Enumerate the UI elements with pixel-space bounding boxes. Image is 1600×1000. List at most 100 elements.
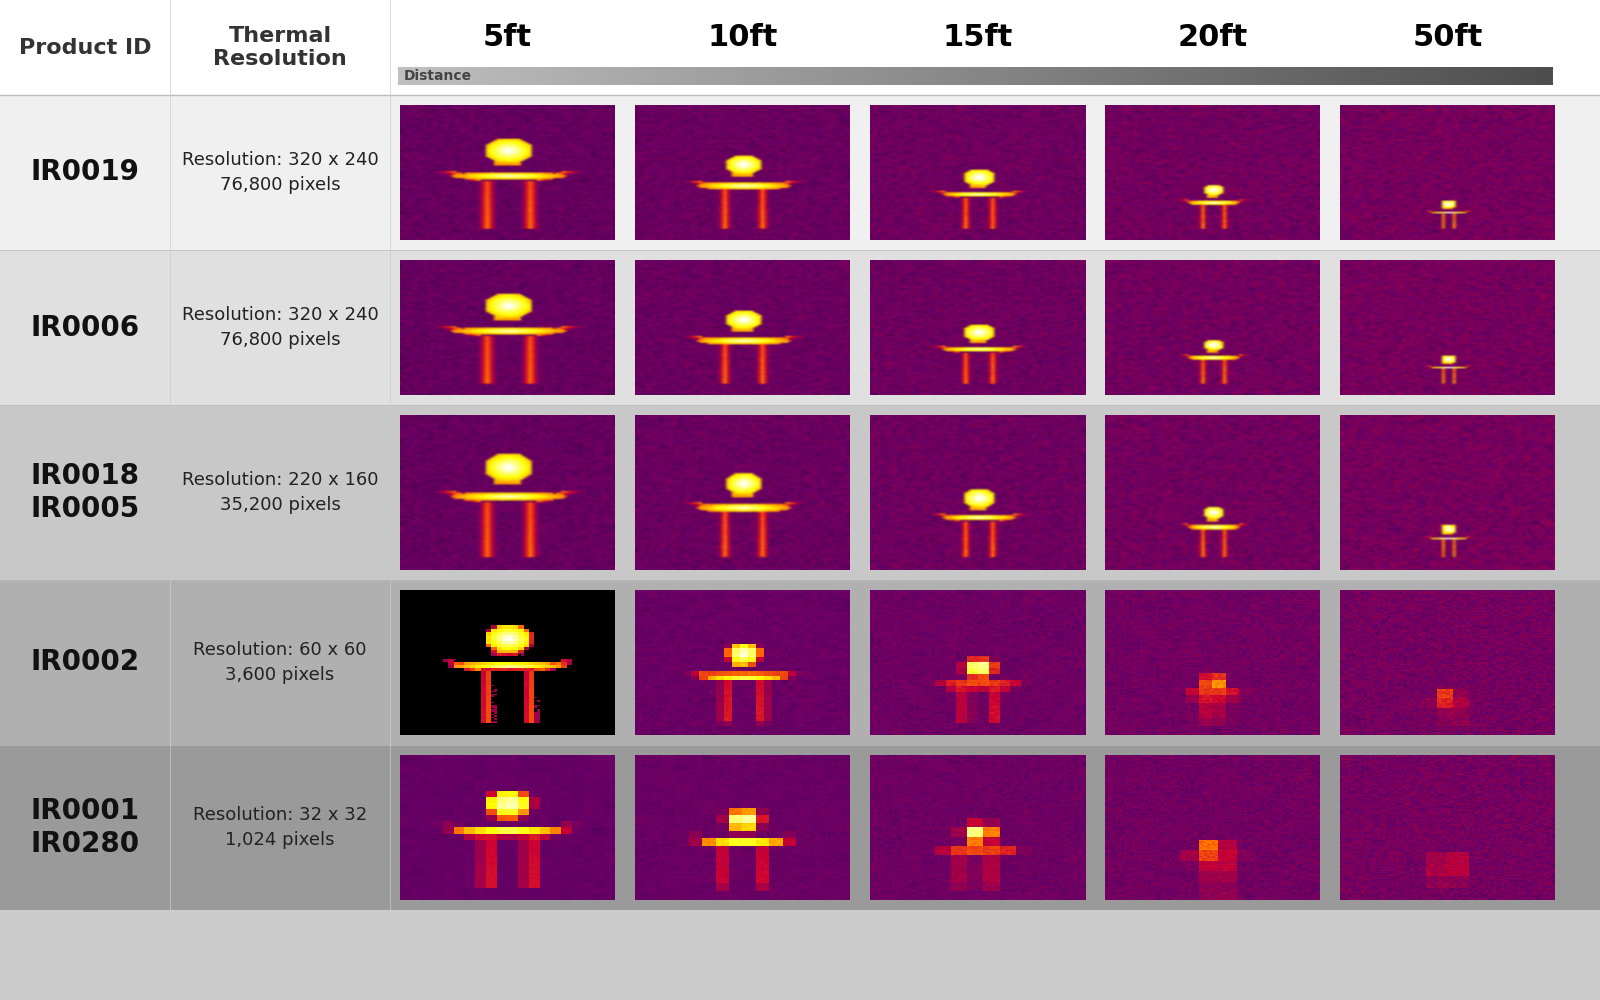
Bar (490, 67, 496, 85)
Bar (722, 67, 726, 85)
Bar (1259, 67, 1264, 85)
Bar (1213, 67, 1218, 85)
Bar (658, 67, 664, 85)
Bar (478, 67, 485, 85)
Bar (958, 67, 963, 85)
Bar (1478, 67, 1483, 85)
Bar (1432, 67, 1437, 85)
Bar (1010, 67, 1016, 85)
Bar (693, 67, 698, 85)
Bar (918, 67, 923, 85)
Bar (0, 745, 1600, 910)
Bar (837, 67, 843, 85)
Bar (1138, 67, 1142, 85)
Bar (536, 67, 542, 85)
Bar (589, 67, 594, 85)
Bar (1350, 67, 1357, 85)
Bar (450, 67, 456, 85)
Bar (1454, 67, 1461, 85)
Bar (1304, 67, 1310, 85)
Bar (1368, 67, 1374, 85)
Bar (872, 67, 877, 85)
Bar (1525, 67, 1530, 85)
Bar (1333, 67, 1339, 85)
Bar (1062, 67, 1067, 85)
Bar (403, 67, 410, 85)
Bar (1466, 67, 1472, 85)
Bar (894, 67, 901, 85)
Bar (726, 67, 733, 85)
Bar (1178, 67, 1184, 85)
Bar (635, 67, 640, 85)
Bar (1450, 67, 1454, 85)
Bar (1126, 67, 1131, 85)
Bar (786, 67, 790, 85)
Bar (757, 67, 762, 85)
Bar (1328, 67, 1333, 85)
Bar (890, 67, 894, 85)
Bar (1022, 67, 1027, 85)
Bar (1056, 67, 1062, 85)
Bar (1085, 67, 1091, 85)
Bar (1096, 67, 1102, 85)
Bar (1483, 67, 1490, 85)
Bar (1253, 67, 1259, 85)
Bar (998, 67, 1005, 85)
Bar (1426, 67, 1432, 85)
Bar (1120, 67, 1126, 85)
Text: IR0019: IR0019 (30, 158, 139, 186)
Bar (1363, 67, 1368, 85)
Text: IR0002: IR0002 (30, 648, 139, 676)
Bar (1293, 67, 1299, 85)
Bar (432, 67, 438, 85)
Bar (1184, 67, 1189, 85)
Text: 5ft: 5ft (483, 23, 533, 52)
Bar (1403, 67, 1408, 85)
Bar (467, 67, 474, 85)
Bar (686, 67, 693, 85)
Bar (923, 67, 930, 85)
Bar (0, 95, 1600, 250)
Bar (1536, 67, 1541, 85)
Bar (507, 67, 514, 85)
Bar (1421, 67, 1426, 85)
Bar (814, 67, 819, 85)
Bar (848, 67, 854, 85)
Bar (0, 405, 1600, 580)
Bar (1437, 67, 1443, 85)
Bar (1246, 67, 1253, 85)
Bar (410, 67, 416, 85)
Bar (629, 67, 635, 85)
Bar (1229, 67, 1235, 85)
Text: Resolution: 32 x 32
1,024 pixels: Resolution: 32 x 32 1,024 pixels (194, 806, 366, 849)
Bar (582, 67, 589, 85)
Bar (773, 67, 779, 85)
Bar (421, 67, 427, 85)
Bar (1224, 67, 1230, 85)
Bar (1195, 67, 1200, 85)
Bar (779, 67, 786, 85)
Bar (1206, 67, 1213, 85)
Bar (1379, 67, 1386, 85)
Bar (906, 67, 912, 85)
Bar (461, 67, 467, 85)
Bar (877, 67, 883, 85)
Bar (1242, 67, 1246, 85)
Bar (542, 67, 549, 85)
Bar (1408, 67, 1414, 85)
Bar (768, 67, 773, 85)
Bar (1218, 67, 1224, 85)
Text: Product ID: Product ID (19, 37, 152, 57)
Bar (1357, 67, 1363, 85)
Text: 15ft: 15ft (942, 23, 1013, 52)
Bar (1155, 67, 1160, 85)
Text: IR0001
IR0280: IR0001 IR0280 (30, 797, 139, 858)
Bar (1067, 67, 1074, 85)
Bar (970, 67, 976, 85)
Bar (0, 0, 1600, 95)
Bar (861, 67, 866, 85)
Bar (606, 67, 611, 85)
Bar (1490, 67, 1496, 85)
Bar (1027, 67, 1034, 85)
Bar (560, 67, 565, 85)
